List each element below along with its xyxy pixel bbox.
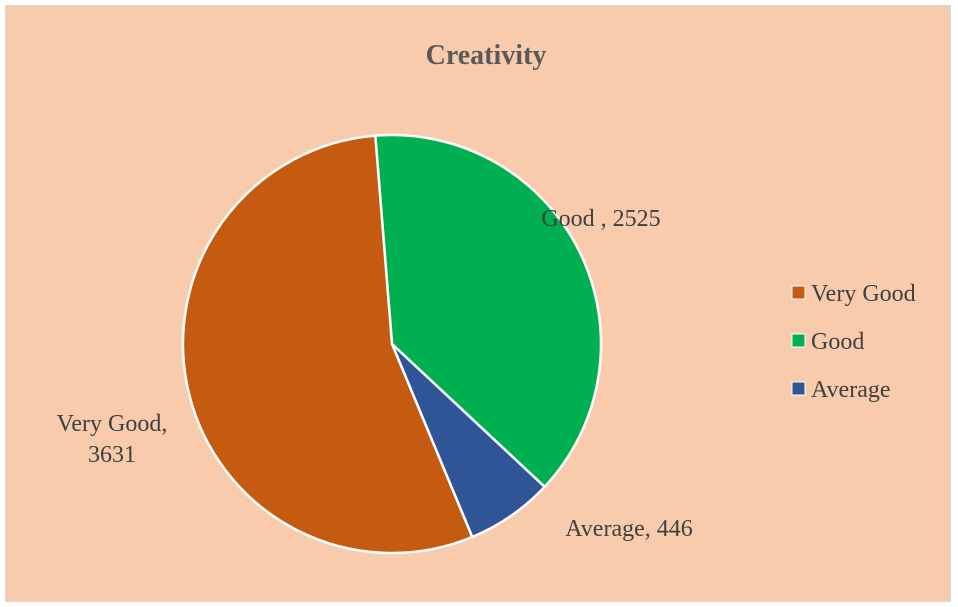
- legend-swatch-good: [791, 333, 806, 348]
- legend: Very Good Good Average: [791, 281, 916, 403]
- legend-swatch-average: [791, 381, 806, 396]
- data-label-very-good-line2: 3631: [88, 442, 136, 468]
- legend-swatch-very-good: [791, 285, 806, 300]
- pie-slice-very-good: [181, 134, 474, 555]
- data-label-good: Good , 2525: [541, 206, 660, 232]
- legend-label-good: Good: [811, 329, 864, 355]
- legend-label-average: Average: [811, 377, 891, 403]
- pie-slices: [181, 133, 603, 555]
- chart-title: Creativity: [426, 40, 547, 71]
- legend-label-very-good: Very Good: [811, 281, 916, 307]
- chart-area: Creativity Good , 2525 Very Good, 3631 A…: [5, 5, 951, 602]
- data-label-average: Average, 446: [565, 516, 693, 542]
- data-label-very-good-line1: Very Good,: [57, 411, 168, 437]
- pie-slice-good: [374, 133, 603, 489]
- pie-chart: Creativity Good , 2525 Very Good, 3631 A…: [57, 40, 916, 555]
